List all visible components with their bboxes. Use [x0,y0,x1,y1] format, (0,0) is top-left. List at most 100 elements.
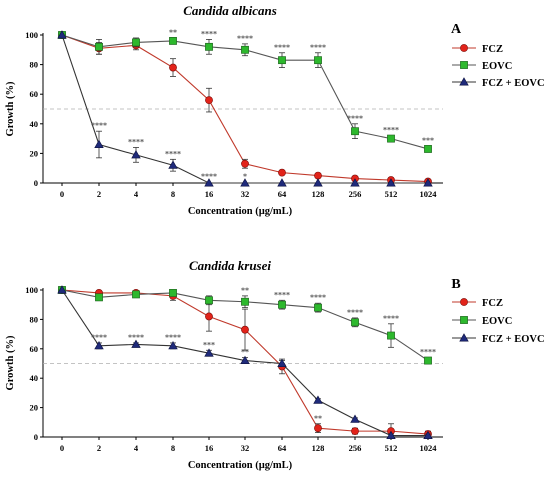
panel-b-series-1-point [132,290,140,299]
panel-b-y-tick-label: 0 [34,432,38,442]
panel-b-series-1-significance-label: **** [347,308,363,317]
panel-b-series-1-significance-label: ** [241,286,249,295]
panel-a-x-tick-label: 64 [278,189,287,199]
panel-a-legend-1-marker [460,61,468,69]
panel-b-legend-2-marker [459,333,469,342]
panel-a-series-1-point [424,145,432,153]
panel-a-legend-eovc-label: EOVC [482,61,512,72]
panel-b-series-2-point [204,348,214,357]
panel-b-legend-1-marker [460,316,468,324]
panel-a-series-2-significance-label: **** [165,149,181,158]
panel-a-series-2-significance-label: * [243,172,247,181]
panel-b-legend-fcz-label: FCZ [482,298,503,309]
panel-b-series-1-significance-label: **** [383,314,399,323]
panel-b-series-2-significance-label: **** [128,333,144,342]
panel-a-series-2-point [277,178,287,187]
panel-b-series-0-point [314,424,322,433]
panel-b-y-tick-label: 100 [25,285,38,295]
panel-b-series-2-significance-label: ** [241,348,249,357]
panel-b: Candida krusei B FCZ EOVC FCZ + EOVC Con… [5,258,545,471]
panel-b-series-1-significance-label: **** [420,348,436,357]
panel-a-series-1-point [205,42,213,51]
panel-a-y-axis-title: Growth (%) [5,81,16,136]
panel-b-series-0-point [205,312,213,321]
panel-b-x-tick-label: 8 [171,443,175,453]
panel-a-x-axis-title: Concentration (µg/mL) [188,206,293,217]
panel-b-series-2-point [386,430,396,439]
panel-a-series-2-significance-label: **** [128,137,144,146]
panel-b-x-tick-label: 256 [349,443,362,453]
panel-b-x-tick-label: 1024 [420,443,438,453]
panel-a-y-tick-label: 80 [30,60,39,70]
panel-a-series-1-significance-label: ** [169,28,177,37]
panel-a-series-1-point [169,37,177,45]
panel-a-series-1-significance-label: **** [347,114,363,123]
panel-b-series-0-point [351,427,359,436]
panel-a-series-0-point [169,63,177,72]
panel-b-y-tick-label: 60 [30,344,39,354]
panel-a-series-2-point [313,178,323,187]
panel-a-legend-fcz-label: FCZ [482,44,503,55]
panel-a-series-2-point [240,178,250,187]
panel-a-series-2-point [386,178,396,187]
panel-b-series-2-point [350,414,360,423]
panel-a-x-tick-label: 16 [205,189,214,199]
panel-b-x-tick-label: 4 [134,443,139,453]
panel-a-legend-0-marker [460,44,468,52]
panel-a-series-2-point [131,150,141,159]
panel-b-series-2-significance-label: *** [203,340,215,349]
panel-b-letter: B [451,277,460,292]
panel-a-series-0-point [205,96,213,105]
panel-b-series-2-point [131,339,141,348]
panel-a-series-1-point [351,127,359,136]
panel-a-series-1-significance-label: **** [310,43,326,52]
panel-b-series-2-significance-label: **** [91,333,107,342]
panel-a-legend-combo-label: FCZ + EOVC [482,78,545,89]
panel-b-series-1-point [424,356,432,365]
panel-a-y-tick-label: 40 [30,119,39,129]
panel-a-letter: A [451,22,462,37]
panel-a-series-1-significance-label: **** [383,126,399,135]
panel-a-series-0-point [314,171,322,180]
panel-b-series-1-point [95,293,103,302]
panel-a-y-tick-label: 60 [30,89,39,99]
panel-a-series-2-significance-label: **** [91,121,107,130]
panel-a-series-2-point [94,139,104,148]
panel-a-series-1-point [387,134,395,143]
panel-b-series-1-significance-label: **** [310,293,326,302]
panel-b-y-axis-title: Growth (%) [5,335,16,390]
panel-b-x-tick-label: 64 [278,443,287,453]
panel-a-x-tick-label: 32 [241,189,250,199]
panel-a-x-tick-label: 256 [349,189,362,199]
panel-a-series-1-significance-label: **** [201,29,217,38]
panel-a-y-tick-label: 20 [30,148,39,158]
panel-a-series-2-point [423,178,433,187]
panel-b-x-tick-label: 0 [60,443,64,453]
panel-a-series-2-point [168,160,178,169]
panel-a-x-tick-label: 512 [385,189,398,199]
panel-a-y-tick-label: 100 [25,30,38,40]
panel-a-series-2-point [350,178,360,187]
panel-a-title: Candida albicans [183,3,277,18]
panel-a-x-tick-label: 0 [60,189,64,199]
panel-a-x-tick-label: 1024 [420,189,438,199]
panel-b-series-2-point [313,395,323,404]
panel-b-title: Candida krusei [189,258,271,273]
panel-a-series-1-significance-label: **** [237,34,253,43]
panel-a-series-0-point [278,168,286,177]
panel-b-legend-combo-label: FCZ + EOVC [482,334,545,345]
panel-a-x-tick-label: 128 [312,189,325,199]
panel-b-x-tick-label: 2 [97,443,101,453]
panel-b-series-1-point [278,300,286,309]
panel-a-series-1-significance-label: **** [274,43,290,52]
panel-b-series-1-point [205,296,213,305]
panel-a-y-tick-label: 0 [34,178,38,188]
panel-b-x-tick-label: 16 [205,443,214,453]
panel-b-x-tick-label: 128 [312,443,325,453]
panel-a-series-1-point [132,38,140,47]
panel-b-x-tick-label: 32 [241,443,250,453]
panel-b-series-2-point [168,341,178,350]
